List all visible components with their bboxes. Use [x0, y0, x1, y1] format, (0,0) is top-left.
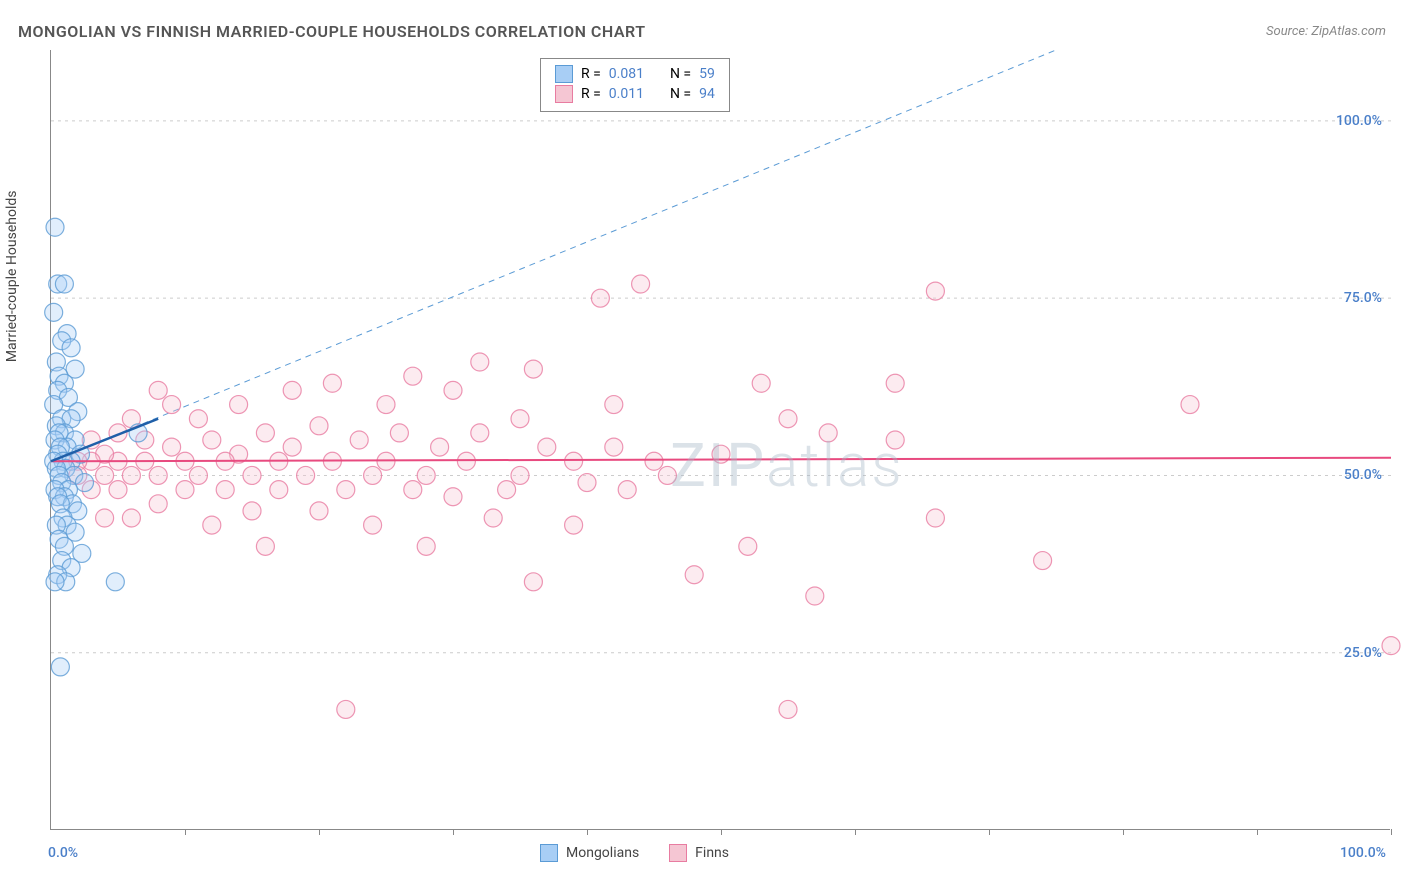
r-value-mongolians: 0.081	[609, 66, 644, 82]
legend-swatch-finns	[555, 85, 573, 103]
n-label: N =	[670, 86, 691, 102]
xtick-mark	[1123, 829, 1124, 835]
legend-row-mongolians: R = 0.081 N = 59	[555, 65, 715, 83]
xtick-mark	[185, 829, 186, 835]
xtick-mark	[319, 829, 320, 835]
ytick-label: 100.0%	[1336, 113, 1382, 129]
scatter-svg	[51, 50, 1391, 830]
plot-area: 25.0% 50.0% 75.0% 100.0%	[50, 50, 1390, 830]
n-label: N =	[670, 66, 691, 82]
xtick-mark	[1257, 829, 1258, 835]
r-label: R =	[581, 66, 601, 82]
legend-swatch-mongolians-icon	[540, 844, 558, 862]
ytick-label: 75.0%	[1344, 290, 1382, 306]
chart-container: MONGOLIAN VS FINNISH MARRIED-COUPLE HOUS…	[0, 0, 1406, 892]
xtick-mark	[721, 829, 722, 835]
legend-label-mongolians: Mongolians	[566, 845, 639, 861]
legend-swatch-finns-icon	[669, 844, 687, 862]
r-value-finns: 0.011	[609, 86, 644, 102]
xtick-mark	[855, 829, 856, 835]
legend-series: Mongolians Finns	[540, 844, 729, 862]
n-value-finns: 94	[699, 86, 715, 102]
xtick-mark	[1391, 829, 1392, 835]
xtick-mark	[587, 829, 588, 835]
legend-item-finns: Finns	[669, 844, 729, 862]
n-value-mongolians: 59	[699, 66, 715, 82]
xaxis-label-0: 0.0%	[48, 845, 78, 861]
legend-row-finns: R = 0.011 N = 94	[555, 85, 715, 103]
r-label: R =	[581, 86, 601, 102]
ytick-label: 50.0%	[1344, 467, 1382, 483]
source-label: Source: ZipAtlas.com	[1266, 24, 1386, 39]
legend-label-finns: Finns	[695, 845, 729, 861]
legend-correlation: R = 0.081 N = 59 R = 0.011 N = 94	[540, 58, 730, 112]
legend-swatch-mongolians	[555, 65, 573, 83]
xtick-mark	[989, 829, 990, 835]
ytick-label: 25.0%	[1344, 645, 1382, 661]
legend-item-mongolians: Mongolians	[540, 844, 639, 862]
chart-title: MONGOLIAN VS FINNISH MARRIED-COUPLE HOUS…	[18, 22, 646, 41]
xaxis-label-100: 100.0%	[1340, 845, 1386, 861]
yaxis-title: Married-couple Households	[4, 190, 20, 362]
xtick-mark	[453, 829, 454, 835]
